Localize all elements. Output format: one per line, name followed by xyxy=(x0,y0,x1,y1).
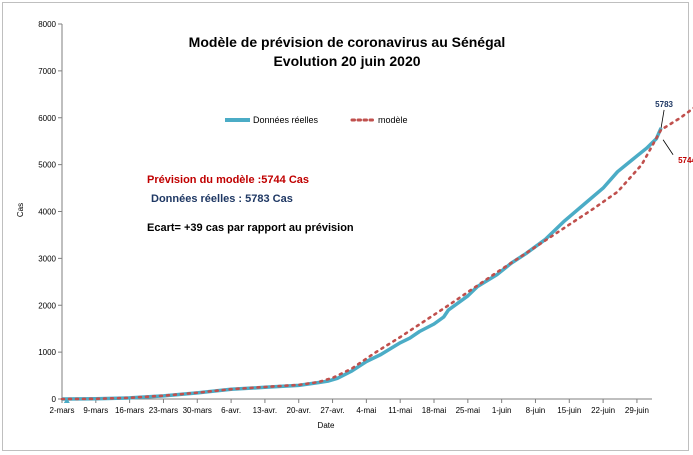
x-tick-label: 4-mai xyxy=(356,406,376,415)
x-tick-label: 29-juin xyxy=(625,406,649,415)
callout-label-5744: 5744 xyxy=(678,156,693,165)
x-tick-label: 13-avr. xyxy=(253,406,277,415)
callout-leader-5744 xyxy=(662,139,674,155)
annotation-prevision: Prévision du modèle :5744 Cas xyxy=(147,174,309,186)
y-tick-label: 2000 xyxy=(38,301,56,310)
legend: Données réelles modèle xyxy=(225,115,408,125)
x-tick-label: 25-mai xyxy=(456,406,481,415)
chart-title-line1: Modèle de prévision de coronavirus au Sé… xyxy=(189,34,506,50)
origin-marker xyxy=(63,398,70,403)
x-tick-label: 6-avr. xyxy=(221,406,241,415)
y-axis-title: Cas xyxy=(16,203,25,217)
x-tick-label: 20-avr. xyxy=(287,406,311,415)
x-tick-label: 16-mars xyxy=(115,406,144,415)
x-axis-title: Date xyxy=(318,421,335,430)
x-tick-label: 8-juin xyxy=(526,406,546,415)
callout-leader-5783 xyxy=(660,109,665,128)
y-tick-label: 7000 xyxy=(38,67,56,76)
callout-label-5783: 5783 xyxy=(655,100,673,109)
y-tick-label: 0 xyxy=(52,395,57,404)
y-tick-label: 4000 xyxy=(38,208,56,217)
y-tick-label: 8000 xyxy=(38,20,56,29)
x-tick-label: 23-mars xyxy=(149,406,178,415)
y-tick-label: 3000 xyxy=(38,254,56,263)
y-tick-label: 1000 xyxy=(38,348,56,357)
y-tick-label: 6000 xyxy=(38,114,56,123)
plot-area: 0 1000 2000 3000 4000 5000 6000 7000 8000 2-mars 9… xyxy=(38,20,693,415)
annotation-ecart: Ecart= +39 cas par rapport au prévision xyxy=(147,222,354,234)
series-line-reelles xyxy=(61,127,663,401)
x-tick-label: 2-mars xyxy=(50,406,75,415)
x-tick-label: 11-mai xyxy=(388,406,412,415)
y-tick-label: 5000 xyxy=(38,161,56,170)
x-tick-label: 9-mars xyxy=(83,406,108,415)
x-tick-label: 15-juin xyxy=(557,406,581,415)
x-tick-label: 30-mars xyxy=(183,406,212,415)
x-tick-label: 18-mai xyxy=(422,406,447,415)
legend-label-reelles: Données réelles xyxy=(253,115,319,125)
annotation-reelles: Données réelles : 5783 Cas xyxy=(151,193,293,205)
series-line-modele xyxy=(60,106,693,401)
x-tick-label: 27-avr. xyxy=(320,406,344,415)
chart-title-line2: Evolution 20 juin 2020 xyxy=(273,53,420,69)
x-tick-label: 22-juin xyxy=(591,406,615,415)
legend-label-modele: modèle xyxy=(378,115,408,125)
chart-frame xyxy=(2,2,689,451)
x-tick-label: 1-juin xyxy=(492,406,512,415)
